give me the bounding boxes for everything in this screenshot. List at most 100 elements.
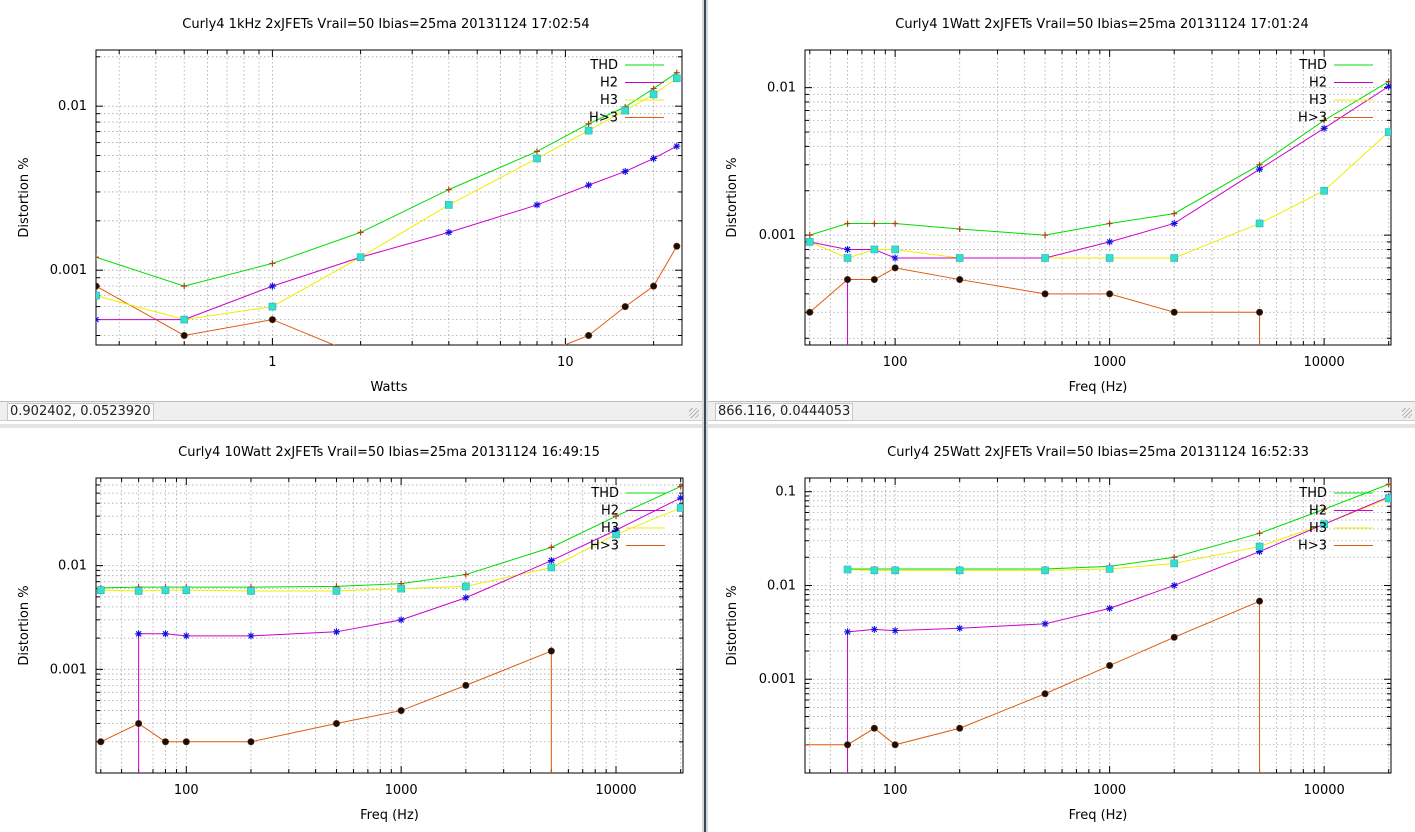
point-thd [1171, 554, 1178, 561]
point-h3 [891, 245, 899, 254]
point-h3 [612, 530, 620, 539]
chart-title: Curly4 25Watt 2xJFETs Vrail=50 Ibias=25m… [887, 445, 1309, 460]
y-tick-label: 0.01 [767, 81, 796, 96]
point-h3 [673, 74, 681, 83]
legend-label-h3: H3 [600, 93, 618, 108]
point-h3plus [806, 308, 814, 316]
point-h3plus [585, 331, 593, 339]
point-thd [585, 120, 592, 127]
legend-label-h2: H2 [1309, 76, 1327, 91]
y-axis-label: Distortion % [17, 585, 32, 665]
point-h3 [649, 90, 658, 99]
point-h3plus [161, 738, 169, 746]
point-thd [534, 148, 541, 155]
point-h2 [135, 630, 143, 638]
point-thd [956, 226, 963, 233]
point-h2 [462, 594, 470, 602]
plot-window-1watt: 100 1000 10000 0.001 0.01 Curly4 1Watt 2xJFET… [708, 0, 1415, 424]
point-h2 [870, 625, 878, 633]
point-h3 [1041, 254, 1049, 262]
point-h3plus [891, 741, 899, 749]
point-thd [1171, 210, 1178, 217]
point-h3plus [870, 276, 878, 284]
chart-1watt[interactable]: 100 1000 10000 0.001 0.01 Curly4 1Watt 2xJFET… [708, 0, 1415, 400]
point-h3plus [956, 276, 964, 284]
legend-label-h3plus: H>3 [589, 111, 618, 126]
chart-title: Curly4 1Watt 2xJFETs Vrail=50 Ibias=25ma… [895, 17, 1308, 32]
point-h3plus [547, 647, 555, 655]
point-h3plus [97, 738, 105, 746]
point-h3plus [1106, 662, 1114, 670]
point-h3plus [96, 282, 100, 290]
point-h2 [1256, 548, 1264, 556]
series-line-h2 [138, 497, 681, 637]
point-h3 [805, 238, 814, 246]
series-line-h3plus [809, 267, 1260, 313]
y-tick-label: 0.1 [775, 485, 796, 500]
series-line-thd [847, 483, 1389, 570]
point-h2 [844, 245, 852, 253]
x-tick-label: 1000 [1093, 783, 1126, 798]
series-line-h3 [96, 77, 678, 321]
series-line-h3plus [847, 600, 1260, 746]
legend: THD H2 H3 H>3 [1298, 486, 1373, 554]
point-h3 [584, 126, 593, 135]
point-h2 [332, 628, 340, 636]
plot-area [805, 78, 1391, 345]
point-h2 [1385, 82, 1391, 90]
point-h3plus [1106, 290, 1114, 298]
grid [805, 478, 1391, 773]
point-h3plus [247, 738, 255, 746]
point-h3 [533, 154, 541, 163]
point-h3 [356, 253, 365, 262]
point-h2 [161, 630, 169, 638]
x-axis-label: Freq (Hz) [360, 808, 419, 823]
point-thd [1042, 232, 1049, 239]
point-h2 [182, 632, 190, 640]
series-line-thd [809, 81, 1389, 236]
point-h3plus [1041, 690, 1049, 698]
point-h3 [1170, 559, 1179, 568]
point-h2 [677, 494, 683, 502]
point-h2 [397, 616, 405, 624]
point-h3 [1105, 254, 1114, 262]
resize-grip-icon[interactable] [689, 408, 699, 418]
point-h3 [843, 254, 852, 262]
x-tick-label: 100 [174, 783, 199, 798]
point-h2 [1041, 620, 1049, 628]
point-h3plus [1041, 290, 1049, 298]
legend-label-thd: THD [589, 58, 618, 73]
legend-label-h3plus: H>3 [590, 539, 619, 554]
plot-area [805, 481, 1391, 773]
point-h3 [676, 504, 683, 512]
legend-label-thd: THD [590, 486, 619, 501]
point-h3 [462, 582, 470, 591]
y-tick-label: 0.01 [767, 578, 796, 593]
point-h2 [268, 282, 276, 290]
point-h3 [955, 566, 964, 575]
point-h3 [332, 587, 341, 595]
chart-10watt[interactable]: 100 1000 10000 0.001 0.01 Curly4 10Watt 2xJFE… [0, 428, 702, 832]
point-h2 [956, 624, 964, 632]
point-h3plus [135, 720, 143, 728]
point-thd [1256, 530, 1263, 537]
point-h3plus [397, 707, 405, 715]
vertical-splitter[interactable] [702, 0, 708, 832]
legend-label-h2: H2 [601, 504, 619, 519]
y-tick-label: 0.001 [50, 263, 87, 278]
legend-label-thd: THD [1298, 58, 1327, 73]
chart-1khz[interactable]: 1 10 0.001 0.01 Curly4 1kHz 2xJFETs Vrail=50… [0, 0, 702, 400]
point-h3plus [870, 724, 878, 732]
plot-frame [95, 49, 683, 346]
point-h2 [547, 557, 555, 565]
chart-25watt[interactable]: 100 1000 10000 0.001 0.01 0.1 Curly4 25Watt 2x… [708, 428, 1415, 832]
series-line-thd [96, 72, 678, 287]
point-h3 [870, 566, 879, 575]
point-thd [613, 513, 620, 520]
resize-grip-icon[interactable] [1402, 408, 1412, 418]
point-h3 [1255, 542, 1264, 551]
point-h2 [445, 228, 453, 236]
point-h3plus [673, 242, 681, 250]
point-thd [871, 220, 878, 227]
point-h3plus [1170, 633, 1178, 641]
